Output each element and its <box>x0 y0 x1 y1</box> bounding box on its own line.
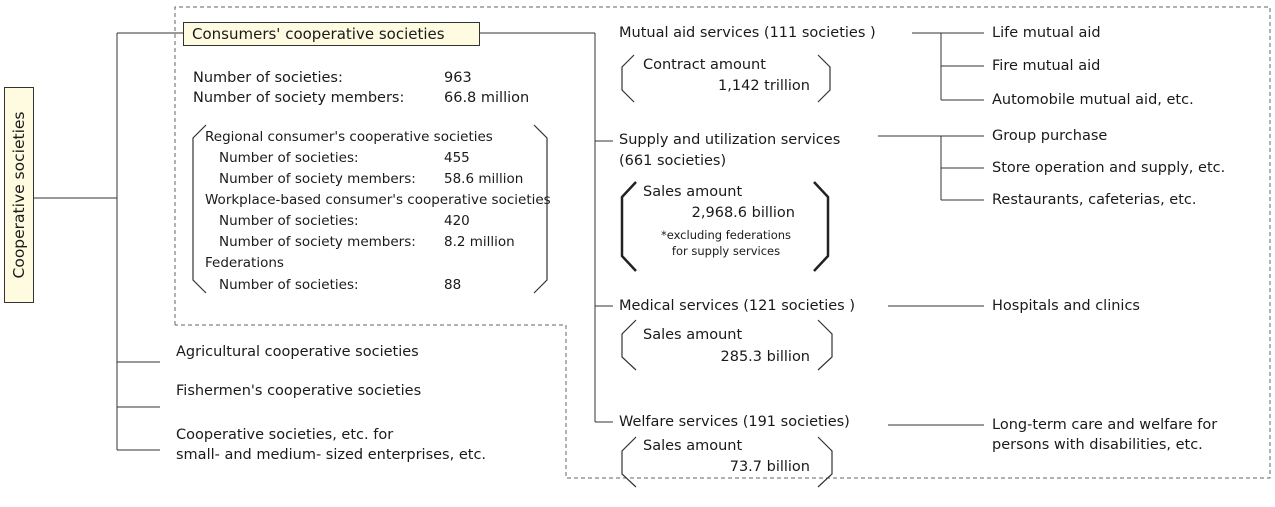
mutual-aid-child-life: Life mutual aid <box>992 25 1101 41</box>
medical-amount: 285.3 billion <box>720 349 811 365</box>
workplace-societies-value: 420 <box>444 213 470 229</box>
summary-members-label: Number of society members: <box>193 90 405 106</box>
agricultural-cooperatives: Agricultural cooperative societies <box>176 344 419 360</box>
summary-societies-value: 963 <box>444 70 472 86</box>
mutual-aid-child-fire: Fire mutual aid <box>992 58 1101 74</box>
supply-title-line2: (661 societies) <box>619 153 727 169</box>
consumer-cooperative-node: Consumers' cooperative societies <box>183 22 480 46</box>
workplace-societies-label: Number of societies: <box>219 213 359 229</box>
welfare-amount-label: Sales amount <box>643 438 743 454</box>
regional-members-value: 58.6 million <box>444 171 524 187</box>
root-label: Cooperative societies <box>10 111 28 279</box>
supply-amount: 2,968.6 billion <box>691 205 795 221</box>
mutual-aid-title: Mutual aid services (111 societies ) <box>619 25 876 41</box>
supply-child-restaurants: Restaurants, cafeterias, etc. <box>992 192 1197 208</box>
workplace-members-label: Number of society members: <box>219 234 416 250</box>
welfare-amount: 73.7 billion <box>729 459 810 475</box>
welfare-title: Welfare services (191 societies) <box>619 414 850 430</box>
supply-child-group-purchase: Group purchase <box>992 128 1108 144</box>
workplace-members-value: 8.2 million <box>444 234 515 250</box>
medical-amount-label: Sales amount <box>643 327 743 343</box>
supply-amount-label: Sales amount <box>643 184 743 200</box>
federations-societies-label: Number of societies: <box>219 277 359 293</box>
mutual-aid-amount-label: Contract amount <box>643 57 766 73</box>
federations-title: Federations <box>205 255 284 271</box>
supply-child-store-operation: Store operation and supply, etc. <box>992 160 1226 176</box>
root-node-cooperative-societies: Cooperative societies <box>4 87 34 303</box>
fishermen-cooperatives: Fishermen's cooperative societies <box>176 383 422 399</box>
mutual-aid-amount: 1,142 trillion <box>718 78 810 94</box>
sme-cooperatives-line2: small- and medium- sized enterprises, et… <box>176 447 487 463</box>
sme-cooperatives-line1: Cooperative societies, etc. for <box>176 427 394 443</box>
regional-members-label: Number of society members: <box>219 171 416 187</box>
summary-members-value: 66.8 million <box>444 90 530 106</box>
welfare-child-line1: Long-term care and welfare for <box>992 417 1218 433</box>
supply-note-line2: for supply services <box>671 244 781 258</box>
supply-note-line1: *excluding federations <box>660 228 792 242</box>
workplace-title: Workplace-based consumer's cooperative s… <box>205 192 551 208</box>
welfare-child-line2: persons with disabilities, etc. <box>992 437 1203 453</box>
regional-societies-label: Number of societies: <box>219 150 359 166</box>
mutual-aid-child-automobile: Automobile mutual aid, etc. <box>992 92 1194 108</box>
supply-title-line1: Supply and utilization services <box>619 132 841 148</box>
medical-title: Medical services (121 societies ) <box>619 298 856 314</box>
medical-child-hospitals: Hospitals and clinics <box>992 298 1140 314</box>
regional-societies-value: 455 <box>444 150 470 166</box>
consumer-title: Consumers' cooperative societies <box>192 25 445 43</box>
federations-societies-value: 88 <box>444 277 462 293</box>
regional-title: Regional consumer's cooperative societie… <box>205 129 493 145</box>
summary-societies-label: Number of societies: <box>193 70 343 86</box>
